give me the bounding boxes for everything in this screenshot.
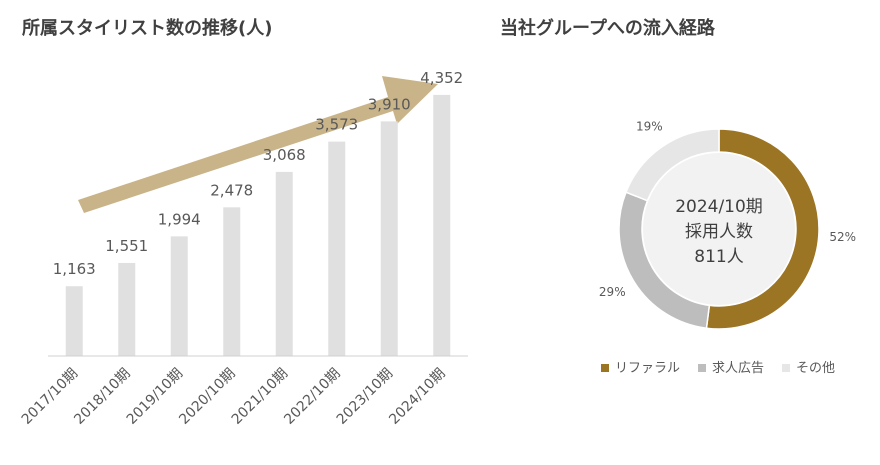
x-tick-label: 2024/10期 — [386, 366, 448, 428]
bar-value-label: 1,994 — [158, 210, 201, 228]
bar-2018/10期 — [118, 262, 136, 356]
donut-center — [643, 153, 795, 305]
slice-percent-label: 29% — [599, 285, 626, 299]
donut-center-label: 811人 — [694, 247, 743, 267]
x-tick-label: 2021/10期 — [229, 366, 291, 428]
bar-value-label: 3,068 — [263, 146, 306, 164]
legend-label: 求人広告 — [712, 361, 764, 376]
slice-percent-label: 19% — [636, 119, 663, 133]
x-tick-label: 2020/10期 — [176, 366, 238, 428]
donut-center-label: 2024/10期 — [675, 197, 763, 217]
bar-chart-title: 所属スタイリスト数の推移(人) — [22, 18, 273, 39]
legend-label: リファラル — [615, 361, 680, 376]
x-tick-label: 2017/10期 — [19, 366, 81, 428]
bar-2022/10期 — [328, 141, 346, 356]
bar-2020/10期 — [223, 207, 241, 356]
donut-slice-リファラル — [705, 128, 820, 330]
donut-slice-その他 — [625, 128, 720, 202]
x-tick-label: 2022/10期 — [281, 366, 343, 428]
trend-arrow — [78, 76, 438, 213]
bar-value-label: 3,573 — [315, 116, 358, 134]
bar-value-label: 2,478 — [210, 181, 253, 199]
legend-label: その他 — [796, 361, 835, 376]
bar-value-label: 1,163 — [53, 260, 96, 278]
legend-swatch — [782, 364, 791, 372]
x-tick-label: 2023/10期 — [334, 366, 396, 428]
bar-2021/10期 — [275, 171, 293, 356]
bar-value-label: 3,910 — [368, 95, 411, 113]
bar-value-label: 1,551 — [105, 237, 148, 255]
bar-2019/10期 — [170, 236, 188, 356]
bar-value-label: 4,352 — [420, 69, 463, 87]
donut-center-label: 採用人数 — [685, 222, 753, 242]
bar-2023/10期 — [380, 121, 398, 357]
legend-swatch — [601, 364, 609, 372]
slice-percent-label: 52% — [829, 230, 856, 244]
bar-2017/10期 — [65, 286, 83, 356]
x-tick-label: 2018/10期 — [71, 366, 133, 428]
donut-chart-title: 当社グループへの流入経路 — [500, 18, 715, 39]
legend-swatch — [698, 364, 707, 372]
bar-2024/10期 — [433, 94, 451, 356]
x-tick-label: 2019/10期 — [124, 366, 186, 428]
